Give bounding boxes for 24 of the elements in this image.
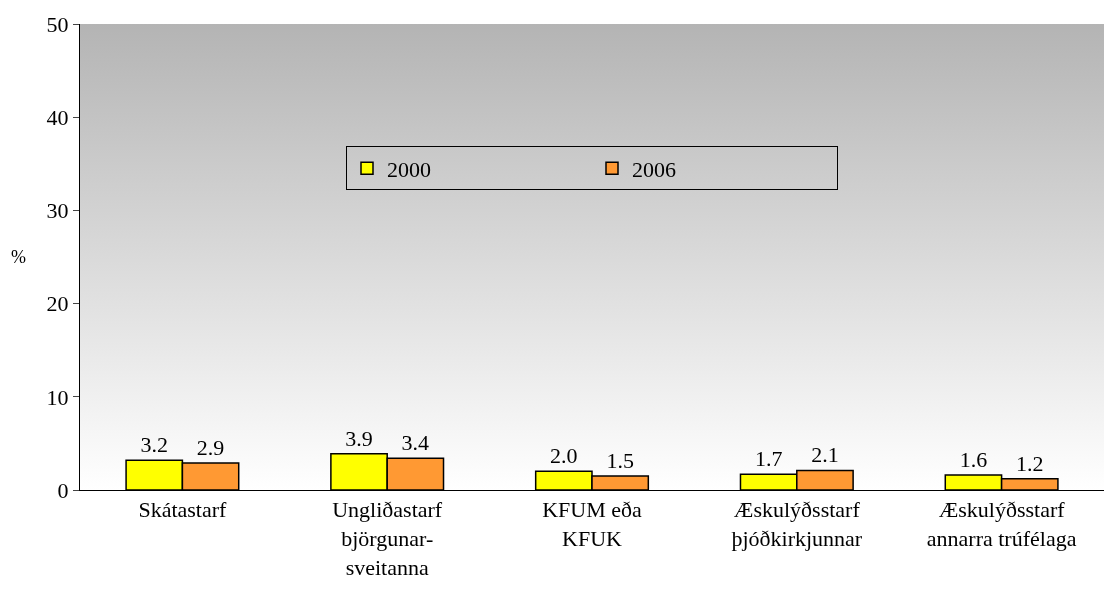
data-label: 1.6 (959, 447, 988, 473)
x-tick-label: Skátastarf (138, 497, 228, 523)
data-label: 3.9 (345, 425, 373, 451)
y-tick-label: 10 (46, 384, 69, 410)
y-tick-label: 40 (46, 104, 69, 130)
data-label: 3.2 (140, 432, 168, 458)
y-tick-label: 50 (46, 11, 69, 37)
data-label: 2.0 (550, 443, 578, 469)
y-tick-label: 20 (46, 291, 69, 317)
data-label: 1.2 (1016, 450, 1044, 476)
x-tick-label: Æskulýðsstarf þjóðkirkjunnar (731, 497, 863, 551)
x-tick-label: Ungliðastarf björgunar- sveitanna (332, 497, 443, 580)
y-tick-label: 30 (46, 198, 69, 224)
y-tick-label: 0 (57, 477, 69, 503)
x-tick-label: Æskulýðsstarf annarra trúfélaga (926, 497, 1077, 551)
y-axis-title: % (11, 247, 26, 267)
data-label: 2.1 (811, 442, 839, 468)
legend-label: 2000 (387, 156, 431, 182)
x-tick-label: KFUM eða KFUK (542, 497, 643, 551)
data-label: 2.9 (196, 434, 225, 460)
data-label: 1.5 (606, 448, 634, 474)
legend-label: 2006 (632, 156, 676, 182)
data-label: 3.4 (401, 430, 430, 456)
data-label: 1.7 (754, 446, 783, 472)
